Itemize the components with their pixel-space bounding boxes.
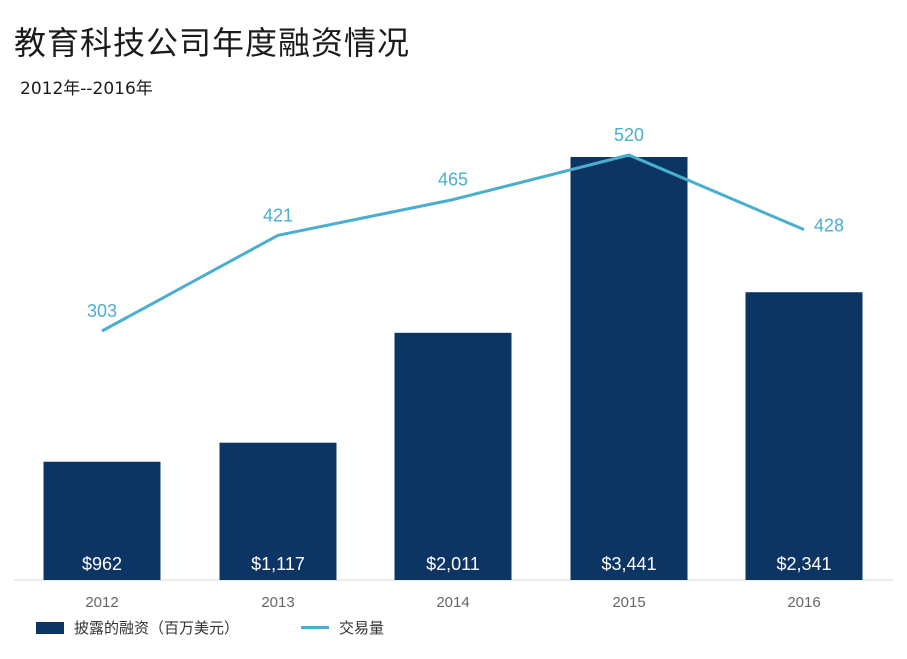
- bar-label-2014: $2,011: [426, 554, 480, 574]
- line-label-2013: 421: [263, 205, 293, 225]
- bar-label-2015: $3,441: [601, 554, 656, 574]
- bar-label-2016: $2,341: [776, 554, 831, 574]
- line-label-2015: 520: [614, 125, 644, 145]
- x-tick-2015: 2015: [612, 594, 645, 611]
- x-tick-2013: 2013: [261, 594, 294, 611]
- bar-2012: [43, 461, 161, 580]
- x-tick-2012: 2012: [85, 594, 118, 611]
- legend-item-funding: 披露的融资（百万美元）: [36, 617, 239, 638]
- line-series-deals: [101, 153, 805, 333]
- bar-2014: [394, 332, 512, 580]
- bar-label-2012: $962: [82, 554, 122, 574]
- legend-swatch-bar: [36, 621, 64, 634]
- chart-legend: 披露的融资（百万美元） 交易量: [36, 617, 446, 638]
- legend-label-funding: 披露的融资（百万美元）: [74, 619, 240, 637]
- chart-title: 教育科技公司年度融资情况: [14, 24, 411, 62]
- x-tick-2014: 2014: [436, 594, 469, 611]
- x-tick-2016: 2016: [787, 594, 820, 611]
- line-label-2014: 465: [438, 170, 468, 190]
- legend-item-deals: 交易量: [301, 617, 384, 638]
- legend-swatch-line: [301, 626, 330, 629]
- legend-label-deals: 交易量: [339, 619, 385, 637]
- line-label-2012: 303: [87, 301, 117, 321]
- line-label-2016: 428: [814, 216, 844, 236]
- bar-2015: [570, 157, 688, 580]
- bar-2013: [219, 442, 337, 580]
- bar-2016: [745, 292, 863, 580]
- chart-subtitle: 2012年--2016年: [20, 79, 153, 99]
- bar-label-2013: $1,117: [251, 554, 305, 574]
